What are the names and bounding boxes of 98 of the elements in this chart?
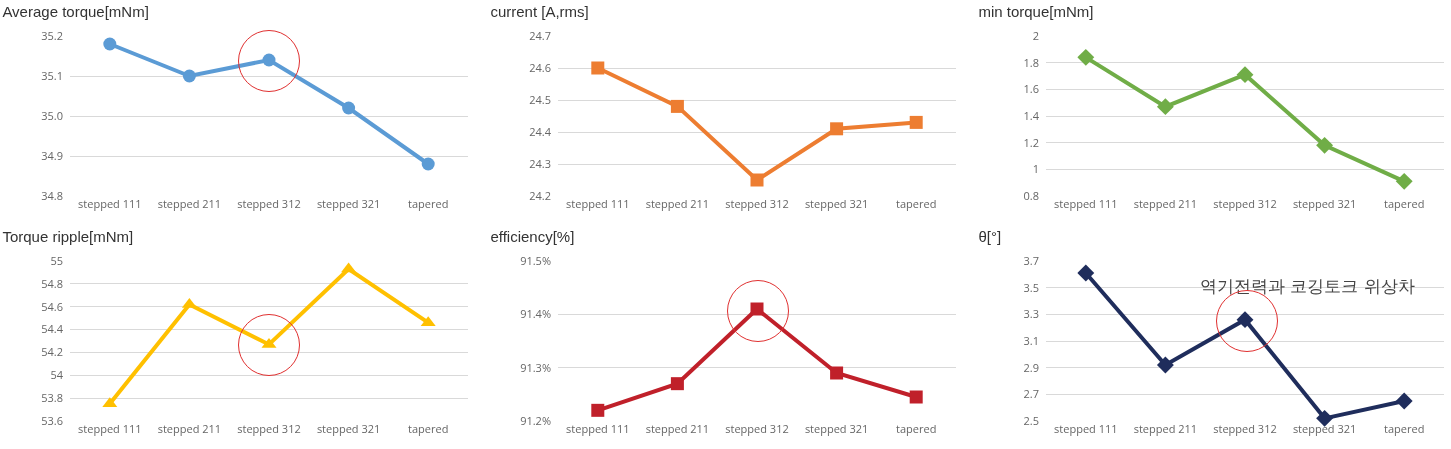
x-tick-label: stepped 312 <box>237 421 301 436</box>
x-tick-label: stepped 111 <box>566 421 630 436</box>
point <box>830 366 844 380</box>
y-tick-label: 1.6 <box>1023 81 1039 97</box>
y-tick-label: 2.9 <box>1023 359 1039 375</box>
y-tick-label: 0.8 <box>1023 187 1039 203</box>
y-tick-label: 24.2 <box>529 187 551 203</box>
point <box>1077 48 1095 66</box>
point <box>1316 136 1334 154</box>
point <box>909 115 923 129</box>
y-tick-label: 24.6 <box>529 59 551 75</box>
y-tick-label: 54 <box>50 367 64 383</box>
point <box>670 377 684 391</box>
y-tick-label: 2.5 <box>1023 412 1039 428</box>
annotation: 역기전력과 코깅토크 위상차 <box>1200 276 1415 296</box>
x-tick-label: tapered <box>896 196 937 211</box>
point <box>750 302 764 316</box>
x-tick-label: stepped 312 <box>725 196 789 211</box>
x-tick-label: stepped 211 <box>645 196 710 211</box>
point <box>909 390 923 404</box>
x-tick-label: stepped 111 <box>1054 421 1118 436</box>
x-tick-label: stepped 321 <box>804 421 869 436</box>
y-tick-label: 1.2 <box>1023 134 1039 150</box>
chart-title: current [A,rms] <box>490 3 589 21</box>
y-tick-label: 91.2% <box>520 412 551 428</box>
y-tick-label: 3.5 <box>1023 279 1039 295</box>
chart-title: Average torque[mNm] <box>2 3 149 21</box>
y-tick-label: 54.2 <box>41 344 63 360</box>
y-tick-label: 24.5 <box>529 91 551 107</box>
x-tick-label: stepped 321 <box>1292 196 1357 211</box>
x-tick-label: stepped 111 <box>566 196 630 211</box>
y-tick-label: 91.4% <box>520 306 551 322</box>
x-tick-label: stepped 321 <box>316 421 381 436</box>
y-tick-label: 54.8 <box>41 275 63 291</box>
point <box>1395 172 1413 190</box>
point <box>103 37 117 51</box>
y-tick-label: 3.1 <box>1023 332 1039 348</box>
x-tick-label: stepped 312 <box>1213 421 1277 436</box>
y-tick-label: 91.3% <box>520 359 551 375</box>
x-tick-label: stepped 321 <box>1292 421 1357 436</box>
point <box>182 69 196 83</box>
x-tick-label: tapered <box>408 196 449 211</box>
y-tick-label: 3.3 <box>1023 306 1039 322</box>
chart-title: efficiency[%] <box>490 228 575 246</box>
chart-title: min torque[mNm] <box>978 3 1094 21</box>
point <box>750 173 764 187</box>
point <box>830 122 844 136</box>
chart-title: Torque ripple[mNm] <box>2 228 134 246</box>
point <box>591 61 605 75</box>
chart-title: θ[°] <box>978 228 1002 246</box>
y-tick-label: 53.8 <box>41 389 63 405</box>
x-tick-label: stepped 211 <box>645 421 710 436</box>
x-tick-label: stepped 211 <box>1133 196 1198 211</box>
point <box>591 403 605 417</box>
y-tick-label: 3.7 <box>1023 252 1039 268</box>
y-tick-label: 35.0 <box>41 107 63 123</box>
x-tick-label: stepped 111 <box>78 421 142 436</box>
point <box>670 99 684 113</box>
point <box>262 53 276 67</box>
y-tick-label: 54.6 <box>41 298 63 314</box>
y-tick-label: 35.1 <box>41 67 63 83</box>
y-tick-label: 1.4 <box>1023 107 1040 123</box>
x-tick-label: tapered <box>896 421 937 436</box>
x-tick-label: stepped 312 <box>237 196 301 211</box>
x-tick-label: tapered <box>1384 421 1425 436</box>
y-tick-label: 24.3 <box>529 155 551 171</box>
y-tick-label: 55 <box>50 252 63 268</box>
x-tick-label: stepped 312 <box>725 421 789 436</box>
y-tick-label: 35.2 <box>41 27 63 43</box>
point <box>1395 392 1413 410</box>
y-tick-label: 1.8 <box>1023 54 1039 70</box>
point <box>1156 98 1174 116</box>
x-tick-label: tapered <box>1384 196 1425 211</box>
point <box>421 157 435 171</box>
point <box>1236 311 1254 329</box>
y-tick-label: 91.5% <box>520 252 551 268</box>
point <box>1077 264 1095 282</box>
y-tick-label: 2.7 <box>1023 386 1039 402</box>
x-tick-label: stepped 111 <box>1054 196 1118 211</box>
x-tick-label: stepped 312 <box>1213 196 1277 211</box>
y-tick-label: 1 <box>1032 161 1039 177</box>
y-tick-label: 34.8 <box>41 187 63 203</box>
y-tick-label: 53.6 <box>41 412 63 428</box>
point <box>342 101 356 115</box>
y-tick-label: 24.4 <box>529 123 552 139</box>
point <box>1236 66 1254 84</box>
x-tick-label: tapered <box>408 421 449 436</box>
y-tick-label: 24.7 <box>529 27 551 43</box>
y-tick-label: 34.9 <box>41 147 63 163</box>
y-tick-label: 2 <box>1032 27 1039 43</box>
point <box>1156 356 1174 374</box>
x-tick-label: stepped 211 <box>157 421 222 436</box>
x-tick-label: stepped 321 <box>316 196 381 211</box>
x-tick-label: stepped 211 <box>157 196 222 211</box>
x-tick-label: stepped 111 <box>78 196 142 211</box>
y-tick-label: 54.4 <box>41 321 64 337</box>
x-tick-label: stepped 211 <box>1133 421 1198 436</box>
x-tick-label: stepped 321 <box>804 196 869 211</box>
